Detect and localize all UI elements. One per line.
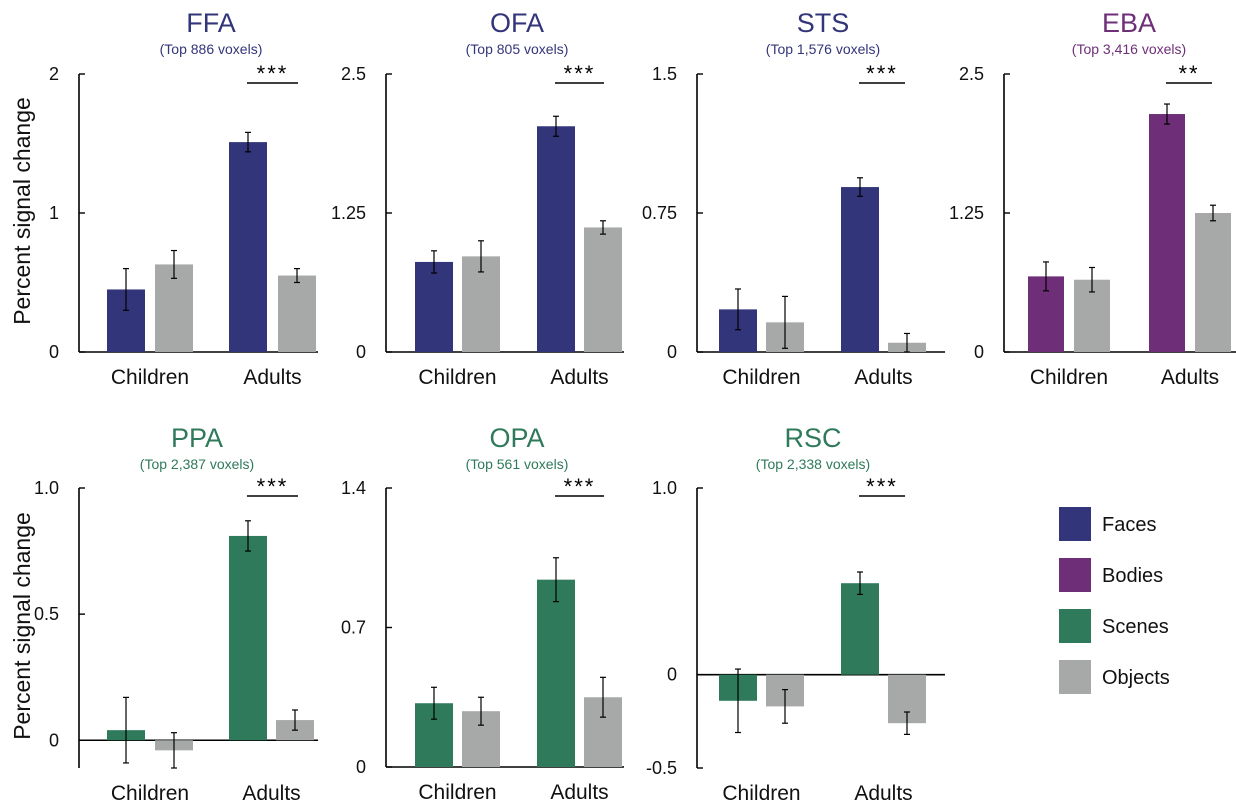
y-tick-label: 1	[49, 203, 59, 223]
panel-subtitle: (Top 2,338 voxels)	[756, 456, 870, 472]
chart-panel-ofa: OFA (Top 805 voxels) 0 1.25 2.5 Children Adult…	[331, 8, 624, 389]
y-tick-label: 1.25	[331, 203, 366, 223]
category-label: Children	[1030, 366, 1108, 389]
category-label: Children	[111, 782, 189, 801]
panel-subtitle: (Top 3,416 voxels)	[1072, 41, 1186, 57]
y-tick-label: -0.5	[646, 758, 677, 778]
panel-subtitle: (Top 1,576 voxels)	[766, 41, 880, 57]
legend-swatch-faces	[1059, 507, 1091, 541]
bar-adults-scenes	[229, 535, 267, 741]
y-tick-label: 1.4	[341, 478, 366, 498]
bar-adults-faces	[841, 187, 879, 352]
panel-title: OPA	[489, 423, 544, 453]
legend-label-bodies: Bodies	[1102, 565, 1163, 587]
bar-adults-objects	[584, 227, 622, 352]
panel-title: RSC	[784, 423, 841, 453]
y-tick-label: 0.5	[34, 604, 59, 624]
category-label: Children	[722, 366, 800, 389]
panel-subtitle: (Top 886 voxels)	[160, 41, 263, 57]
y-tick-label: 0.75	[642, 203, 677, 223]
category-label: Children	[111, 366, 189, 389]
bar-adults-objects	[1195, 213, 1231, 352]
category-label: Children	[722, 782, 800, 801]
chart-panel-ffa: FFA (Top 886 voxels) 0 1 2 Children Adults *** P…	[9, 8, 318, 389]
chart-panel-sts: STS (Top 1,576 voxels) 0 0.75 1.5 Children Adu…	[642, 8, 945, 389]
chart-panel-opa: OPA (Top 561 voxels) 0 0.7 1.4 Children Adults…	[341, 423, 624, 801]
panel-title: FFA	[186, 8, 236, 38]
significance-stars: ***	[564, 61, 596, 86]
y-axis-label: Percent signal change	[9, 512, 35, 740]
panel-title: STS	[797, 8, 850, 38]
y-tick-label: 0	[974, 342, 984, 362]
category-label: Adults	[1161, 366, 1219, 389]
legend-label-faces: Faces	[1102, 514, 1156, 536]
bar-adults-objects	[278, 275, 316, 352]
y-tick-label: 0	[356, 757, 366, 777]
y-tick-label: 1.0	[652, 478, 677, 498]
legend-label-objects: Objects	[1102, 667, 1170, 689]
category-label: Children	[418, 366, 496, 389]
significance-stars: ***	[866, 61, 898, 86]
y-tick-label: 1.25	[949, 203, 984, 223]
y-tick-label: 0	[49, 342, 59, 362]
bar-children-objects	[155, 264, 193, 352]
panel-subtitle: (Top 805 voxels)	[466, 41, 569, 57]
legend-swatch-objects	[1059, 660, 1091, 694]
category-label: Adults	[550, 781, 608, 801]
category-label: Adults	[854, 366, 912, 389]
panel-title: EBA	[1102, 8, 1156, 38]
y-tick-label: 2	[49, 64, 59, 84]
legend: Faces Bodies Scenes Objects	[1059, 507, 1170, 694]
chart-panel-rsc: RSC (Top 2,338 voxels) -0.5 0 1.0 Children Adu…	[646, 423, 945, 801]
y-tick-label: 0	[667, 665, 677, 685]
category-label: Adults	[550, 366, 608, 389]
y-tick-label: 1.5	[652, 64, 677, 84]
legend-swatch-scenes	[1059, 609, 1091, 643]
y-tick-label: 0	[49, 730, 59, 750]
bar-children-faces	[415, 261, 453, 352]
y-tick-label: 0.7	[341, 618, 366, 638]
category-label: Children	[418, 781, 496, 801]
significance-stars: ***	[257, 61, 289, 86]
y-tick-label: 2.5	[959, 64, 984, 84]
y-axis-label: Percent signal change	[9, 97, 35, 325]
category-label: Adults	[854, 782, 912, 801]
panel-subtitle: (Top 2,387 voxels)	[140, 456, 254, 472]
significance-stars: ***	[257, 474, 289, 499]
y-tick-label: 1.0	[34, 478, 59, 498]
bar-adults-bodies	[1149, 114, 1185, 352]
bar-adults-scenes	[841, 583, 879, 675]
legend-swatch-bodies	[1059, 558, 1091, 592]
panel-title: PPA	[171, 423, 223, 453]
significance-stars: **	[1178, 61, 1199, 86]
y-tick-label: 0	[356, 342, 366, 362]
legend-label-scenes: Scenes	[1102, 616, 1169, 638]
panel-title: OFA	[490, 8, 544, 38]
chart-panel-ppa: PPA (Top 2,387 voxels) 0 0.5 1.0 Children Adul…	[9, 423, 318, 801]
y-tick-label: 0	[667, 342, 677, 362]
significance-stars: ***	[866, 474, 898, 499]
chart-panel-eba: EBA (Top 3,416 voxels) 0 1.25 2.5 Children Adu…	[949, 8, 1236, 389]
bar-adults-scenes	[537, 579, 575, 767]
bar-adults-faces	[537, 126, 575, 352]
category-label: Adults	[242, 782, 300, 801]
panel-subtitle: (Top 561 voxels)	[466, 456, 569, 472]
bar-adults-faces	[229, 142, 267, 352]
category-label: Adults	[243, 366, 301, 389]
y-tick-label: 2.5	[341, 64, 366, 84]
significance-stars: ***	[564, 474, 596, 499]
